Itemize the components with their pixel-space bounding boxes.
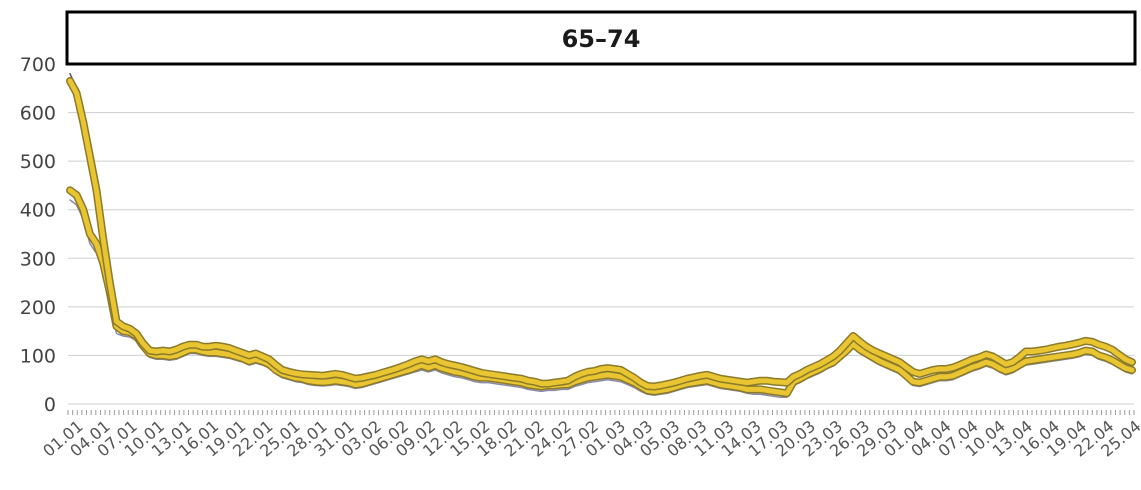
series-line-secondary [67,187,1135,396]
y-axis-ticks: 0 100 200 300 400 500 600 700 [20,54,56,416]
y-tick-label: 500 [20,151,56,173]
y-tick-label: 600 [20,103,56,125]
y-tick-label: 200 [20,297,56,319]
series-line-main-outline [66,77,1136,391]
y-tick-label: 700 [20,54,56,76]
series-line-main [67,78,1135,389]
y-tick-label: 300 [20,248,56,270]
y-tick-label: 100 [20,345,56,367]
series-line-upper-bound [69,72,1133,386]
series-lines [66,72,1136,398]
chart-title: 65–74 [562,25,641,53]
x-axis-ticks: 01.0104.0107.0110.0113.0116.0119.0122.01… [39,417,1141,461]
chart-title-panel: 65–74 [65,10,1137,66]
y-tick-label: 0 [44,394,56,416]
title-box [65,10,1137,66]
y-tick-label: 400 [20,200,56,222]
